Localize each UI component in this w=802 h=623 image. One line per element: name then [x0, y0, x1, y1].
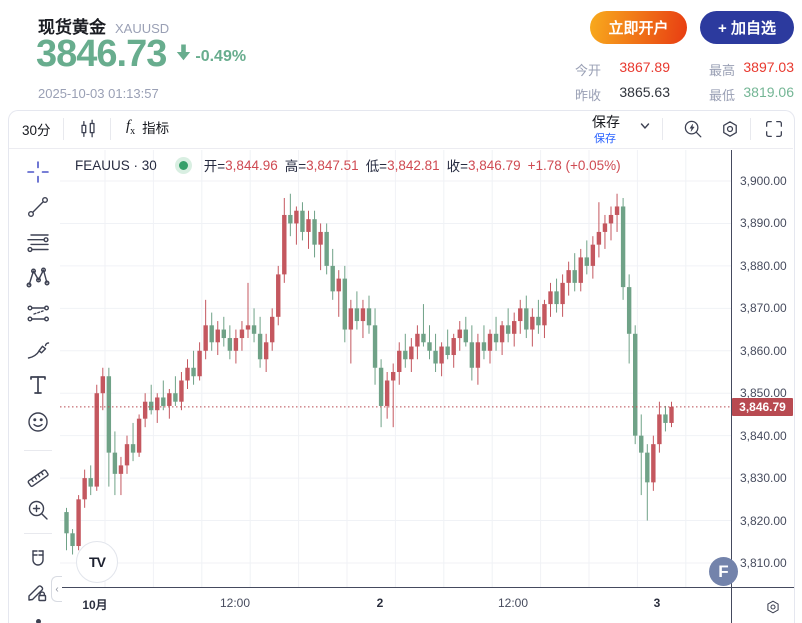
legend-change: +1.78 (+0.05%): [527, 157, 621, 173]
stat-low-value: 3819.06: [743, 84, 794, 100]
emoji-tool[interactable]: [22, 406, 54, 438]
price-tick-label: 3,900.00: [740, 174, 787, 188]
legend-close-label: 收=: [446, 159, 469, 174]
price-tick-label: 3,880.00: [740, 258, 787, 273]
toolbar-separator: [63, 118, 64, 140]
fx-icon: fx: [126, 117, 136, 137]
price-axis-border: [731, 150, 732, 623]
time-tick-label: 3: [653, 596, 661, 610]
legend-open-value: 3,844.96: [225, 157, 278, 173]
measure-ruler-tool[interactable]: [22, 462, 54, 494]
stat-high-value: 3897.03: [743, 59, 794, 75]
legend-low-value: 3,842.81: [387, 157, 440, 173]
settings-gear-icon[interactable]: [718, 117, 742, 141]
projection-tool[interactable]: [22, 298, 54, 330]
tradingview-logo[interactable]: TV: [76, 541, 118, 583]
trend-line-tool[interactable]: [22, 191, 54, 223]
down-arrow-icon: [176, 44, 191, 66]
legend-high-label: 高=: [284, 159, 307, 174]
candlestick-chart-canvas[interactable]: [60, 150, 731, 587]
lock-drawings-tool[interactable]: [22, 576, 54, 608]
stat-prevclose-label: 昨收: [575, 88, 602, 103]
interval-button[interactable]: 30分: [22, 123, 51, 138]
price-block: 3846.73 -0.49%: [36, 33, 246, 75]
save-tooltip: 保存: [594, 133, 616, 145]
sidebar-divider: [24, 533, 52, 534]
text-tool[interactable]: [22, 369, 54, 401]
toolbar-divider: [9, 148, 793, 149]
time-tick-label: 12:00: [219, 596, 251, 610]
time-tick-label: 12:00: [497, 596, 529, 610]
time-axis-border: [52, 587, 794, 588]
stat-open-value: 3867.89: [619, 59, 670, 75]
legend-close-value: 3,846.79: [468, 157, 521, 173]
quote-timestamp: 2025-10-03 01:13:57: [38, 86, 159, 101]
quick-search-icon[interactable]: [681, 117, 705, 141]
current-price-axis-label: 3,846.79: [732, 397, 793, 416]
price-tick-label: 3,820.00: [740, 513, 787, 528]
chart-style-candles-button[interactable]: [76, 117, 100, 141]
sidebar-divider: [24, 450, 52, 451]
price-tick-label: 3,870.00: [740, 301, 787, 316]
zoom-in-tool[interactable]: [22, 494, 54, 526]
instrument-symbol: XAUUSD: [115, 21, 170, 36]
magnet-tool[interactable]: [22, 544, 54, 576]
stat-open-label: 今开: [575, 63, 602, 78]
price-tick-label: 3,860.00: [740, 343, 787, 358]
price-tick-label: 3,840.00: [740, 428, 787, 443]
timezone-settings-gear-icon[interactable]: [761, 595, 785, 619]
legend-high-value: 3,847.51: [306, 157, 359, 173]
current-price: 3846.73: [36, 33, 167, 75]
price-tick-label: 3,890.00: [740, 216, 787, 231]
save-chevron-down-icon[interactable]: [638, 119, 652, 133]
sidebar-next-tool-partial[interactable]: [36, 619, 41, 623]
legend-open-label: 开=: [203, 159, 226, 174]
fullscreen-icon[interactable]: [762, 117, 786, 141]
provider-f-logo: F: [709, 557, 738, 586]
stat-low-label: 最低: [709, 88, 736, 103]
indicators-button[interactable]: fx 指标: [126, 117, 169, 137]
price-tick-label: 3,850.00: [740, 386, 787, 401]
legend-symbol[interactable]: FEAUUS · 30: [75, 157, 157, 173]
stat-prevclose-value: 3865.63: [619, 84, 670, 100]
open-account-button[interactable]: 立即开户: [590, 11, 687, 44]
collapse-sidebar-handle[interactable]: ‹: [51, 576, 62, 602]
toolbar-separator: [750, 118, 751, 140]
change-percent: -0.49%: [195, 48, 247, 65]
crosshair-tool[interactable]: [22, 156, 54, 188]
toolbar-separator: [110, 118, 111, 140]
price-tick-label: 3,830.00: [740, 471, 787, 486]
instrument-title: 现货黄金 XAUUSD: [38, 13, 169, 38]
toolbar-separator: [662, 118, 663, 140]
stat-high-label: 最高: [709, 63, 736, 78]
chart-legend: FEAUUS · 30 开= 3,844.96 高= 3,847.51 低= 3,84…: [75, 155, 628, 175]
add-watchlist-button[interactable]: + 加自选: [700, 11, 794, 44]
price-tick-label: 3,810.00: [740, 556, 787, 570]
legend-low-label: 低=: [365, 159, 388, 174]
indicators-label: 指标: [142, 121, 170, 136]
save-button[interactable]: 保存: [592, 114, 620, 130]
market-status-dot: [178, 160, 188, 170]
xabcd-pattern-tool[interactable]: [22, 262, 54, 294]
time-tick-label: 2: [376, 596, 384, 610]
fib-retracement-tool[interactable]: [22, 227, 54, 259]
time-tick-label: 10月: [82, 598, 108, 612]
instrument-name: 现货黄金: [38, 18, 106, 37]
brush-tool[interactable]: [22, 334, 54, 366]
